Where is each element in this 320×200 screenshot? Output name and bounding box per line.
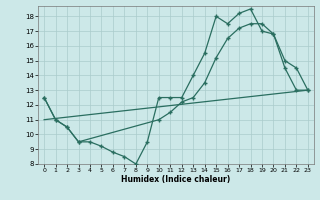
X-axis label: Humidex (Indice chaleur): Humidex (Indice chaleur)	[121, 175, 231, 184]
